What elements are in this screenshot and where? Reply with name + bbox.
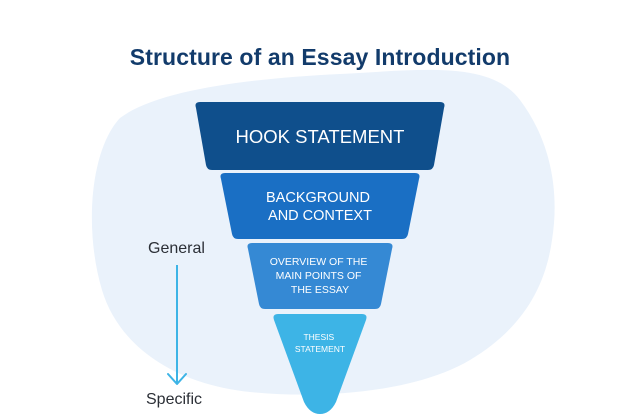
funnel-level-overview-line-2: MAIN POINTS OF bbox=[276, 270, 362, 282]
funnel-level-thesis: THESIS STATEMENT bbox=[273, 314, 367, 414]
funnel-level-thesis-line-2: STATEMENT bbox=[295, 344, 345, 354]
funnel-level-hook-shape bbox=[195, 102, 445, 170]
funnel-level-background-line-2: AND CONTEXT bbox=[268, 208, 372, 224]
arrow-head-icon bbox=[167, 373, 187, 385]
funnel-level-background-label: BACKGROUND AND CONTEXT bbox=[266, 190, 374, 224]
funnel-level-overview-label: OVERVIEW OF THE MAIN POINTS OF THE ESSAY bbox=[270, 256, 371, 296]
funnel-level-thesis-label: THESIS STATEMENT bbox=[295, 332, 345, 354]
funnel-level-background-shape bbox=[220, 173, 420, 239]
funnel-level-overview-line-1: OVERVIEW OF THE bbox=[270, 256, 368, 268]
funnel-level-hook-line-1: HOOK STATEMENT bbox=[236, 126, 405, 147]
funnel-level-overview-line-3: THE ESSAY bbox=[291, 284, 349, 296]
funnel-level-thesis-shape bbox=[273, 314, 367, 414]
funnel-level-overview: OVERVIEW OF THE MAIN POINTS OF THE ESSAY bbox=[247, 243, 393, 309]
funnel-level-thesis-line-1: THESIS bbox=[303, 332, 334, 342]
funnel-level-background: BACKGROUND AND CONTEXT bbox=[220, 173, 420, 239]
funnel-level-hook-label: HOOK STATEMENT bbox=[236, 126, 405, 147]
specific-label: Specific bbox=[146, 391, 203, 408]
funnel-level-background-line-1: BACKGROUND bbox=[266, 190, 370, 206]
page-title: Structure of an Essay Introduction bbox=[129, 44, 511, 70]
funnel-level-overview-shape bbox=[247, 243, 393, 309]
general-label: General bbox=[148, 240, 205, 257]
funnel-level-hook: HOOK STATEMENT bbox=[195, 102, 445, 170]
